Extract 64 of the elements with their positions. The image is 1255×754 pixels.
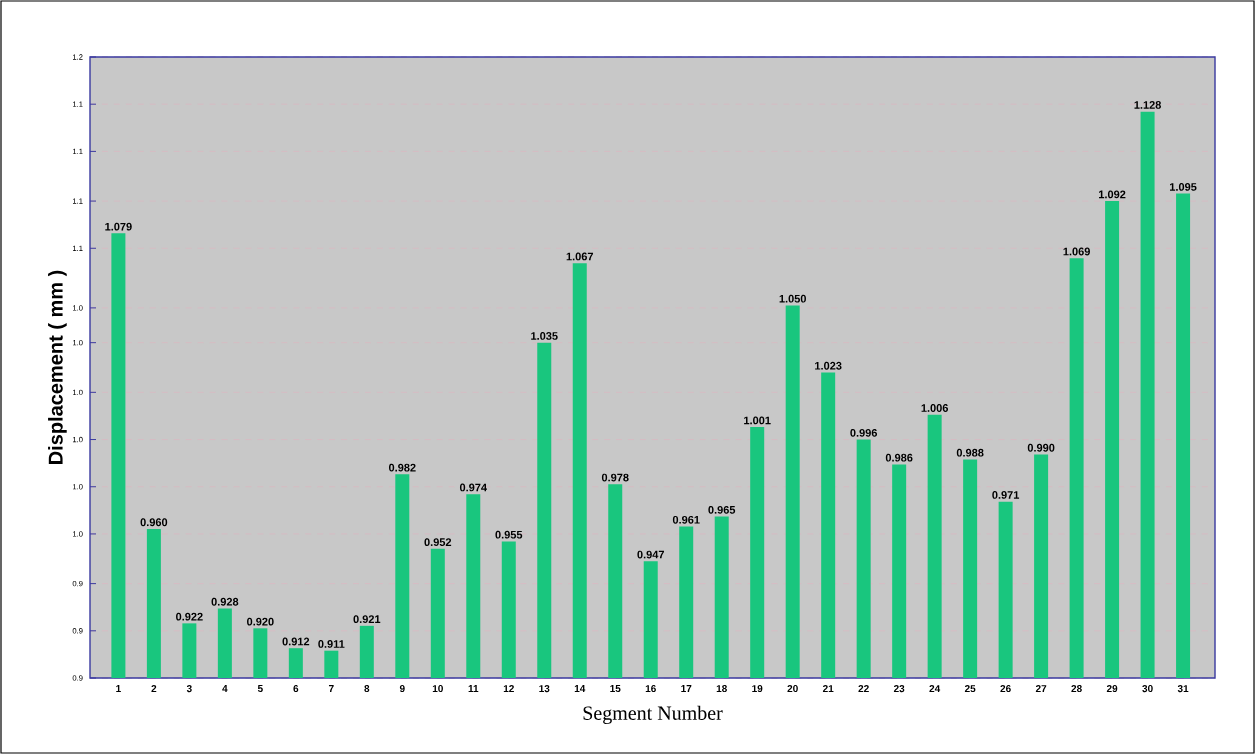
x-tick-label: 9 [399, 685, 405, 693]
data-label: 0.912 [282, 637, 310, 646]
x-tick-label: 17 [681, 685, 692, 692]
x-tick-label: 26 [1000, 685, 1011, 693]
x-tick-label: 22 [858, 685, 869, 693]
y-axis-title: Displacement ( mm ) [48, 270, 67, 464]
x-tick-label: 2 [151, 685, 157, 693]
data-label: 0.986 [885, 453, 913, 462]
x-tick-label: 6 [293, 685, 299, 693]
x-tick-label: 31 [1177, 685, 1189, 693]
data-label: 0.921 [353, 615, 381, 624]
x-tick-label: 23 [893, 685, 905, 693]
data-label: 0.947 [637, 550, 664, 559]
data-label: 0.971 [992, 491, 1020, 499]
data-label: 0.990 [1027, 443, 1055, 452]
data-label: 1.069 [1063, 247, 1090, 256]
data-label: 0.920 [247, 617, 274, 626]
data-label: 0.955 [495, 530, 523, 539]
x-tick-label: 24 [929, 685, 941, 693]
x-tick-label: 5 [257, 685, 263, 693]
data-label: 1.067 [566, 252, 594, 261]
data-label: 1.050 [779, 294, 806, 303]
x-tick-label: 10 [432, 685, 443, 693]
data-label: 1.023 [815, 361, 842, 370]
x-tick-label: 30 [1142, 685, 1153, 693]
data-label: 1.128 [1134, 101, 1161, 109]
x-tick-label: 12 [503, 685, 514, 693]
x-tick-label: 3 [186, 685, 192, 693]
data-label: 0.960 [140, 518, 168, 527]
data-label: 0.952 [424, 538, 452, 547]
data-label: 0.928 [211, 597, 239, 606]
data-label: 0.988 [956, 448, 984, 457]
x-tick-label: 20 [787, 685, 798, 693]
x-axis-title: Segment Number [583, 705, 723, 724]
data-label: 1.079 [105, 222, 132, 231]
data-label: 1.092 [1099, 190, 1126, 199]
x-tick-label: 25 [964, 685, 976, 693]
data-label: 1.095 [1169, 183, 1197, 191]
x-tick-label: 28 [1071, 685, 1082, 693]
data-label: 0.982 [388, 463, 416, 472]
x-tick-label: 21 [822, 685, 834, 693]
x-tick-label: 4 [222, 685, 228, 692]
x-tick-label: 14 [574, 685, 586, 692]
data-label: 1.035 [531, 332, 558, 340]
x-tick-label: 7 [328, 685, 334, 692]
x-tick-label: 8 [364, 685, 370, 693]
data-label: 0.911 [318, 640, 345, 648]
x-tick-label: 29 [1106, 685, 1118, 693]
data-label: 0.996 [850, 428, 878, 437]
data-label: 0.978 [601, 473, 629, 482]
data-label: 1.006 [921, 404, 948, 412]
x-tick-label: 11 [468, 685, 479, 692]
x-tick-label: 15 [610, 685, 621, 693]
x-tick-label: 19 [752, 685, 763, 693]
x-tick-label: 27 [1035, 685, 1047, 693]
x-tick-label: 16 [645, 685, 656, 693]
x-tick-label: 1 [116, 685, 121, 692]
data-label: 0.974 [459, 483, 487, 492]
x-tick-label: 18 [716, 685, 727, 693]
data-label: 0.961 [672, 515, 700, 524]
data-label: 0.965 [708, 505, 736, 514]
data-label: 1.001 [744, 416, 771, 425]
data-label: 0.922 [176, 612, 203, 621]
x-tick-label: 13 [539, 685, 550, 693]
